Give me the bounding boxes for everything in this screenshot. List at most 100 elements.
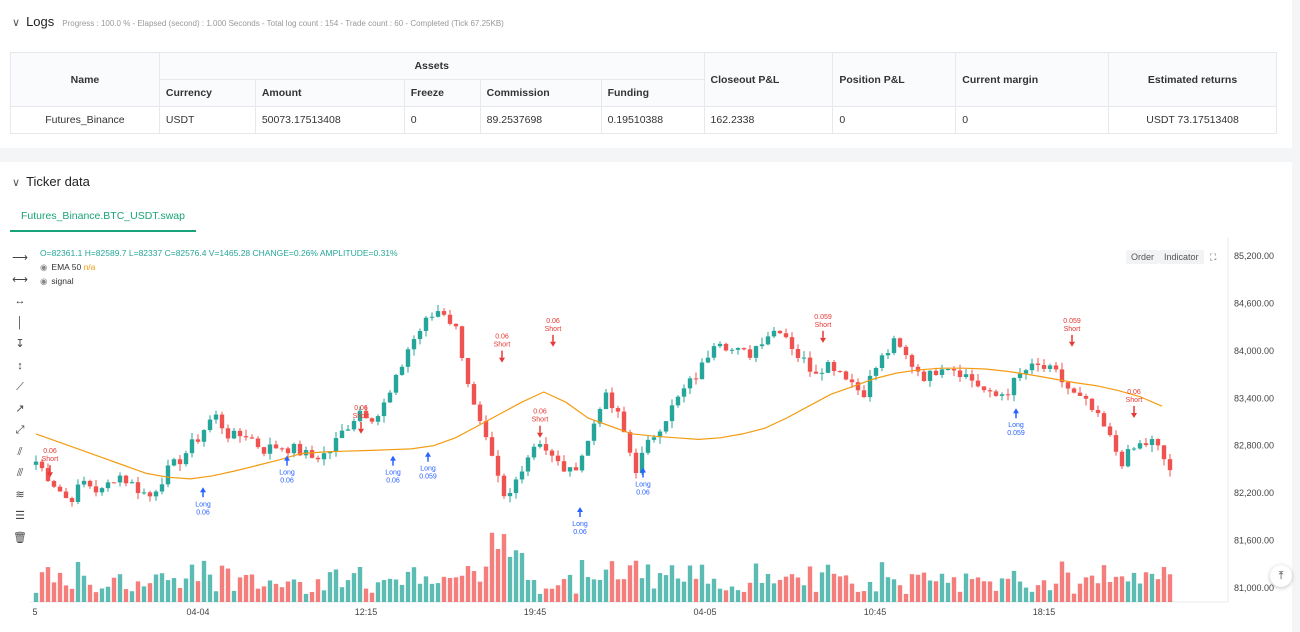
- candle-body: [207, 419, 213, 431]
- volume-bar: [33, 592, 39, 602]
- ohlc-legend: O=82361.1 H=82589.7 L=82337 C=82576.4 V=…: [40, 248, 398, 258]
- tab-btc-usdt-swap[interactable]: Futures_Binance.BTC_USDT.swap: [10, 202, 196, 232]
- cell-commission: 89.2537698: [479, 106, 602, 134]
- volume-bar: [687, 565, 693, 602]
- volume-bar: [1119, 576, 1125, 602]
- parallel-channel-icon[interactable]: ⫽: [17, 445, 23, 458]
- arrow-down-icon: [1131, 412, 1137, 418]
- marker-type: Long: [572, 521, 588, 528]
- candle-body: [975, 380, 981, 387]
- cell-currency: USDT: [158, 106, 256, 134]
- volume-bar: [921, 572, 927, 602]
- candle-body: [639, 452, 645, 473]
- eye-icon[interactable]: ◉: [40, 262, 48, 272]
- volume-bar: [147, 583, 153, 602]
- volume-bar: [705, 583, 711, 602]
- volume-bar: [1161, 567, 1167, 602]
- order-button[interactable]: Order: [1126, 250, 1160, 264]
- volume-bar: [861, 591, 867, 602]
- expand-icon[interactable]: ⛶: [1210, 252, 1217, 262]
- volume-bar: [1047, 590, 1053, 602]
- volume-bar: [723, 590, 729, 602]
- ruler-icon[interactable]: ☰: [15, 510, 25, 522]
- chevron-down-icon[interactable]: ∨: [12, 177, 21, 189]
- extended-line-icon[interactable]: ⤢: [15, 424, 25, 436]
- candle-body: [51, 481, 57, 487]
- tab-label: Futures_Binance.BTC_USDT.swap: [21, 210, 185, 222]
- candle-body: [519, 471, 525, 480]
- volume-bar: [1131, 572, 1137, 602]
- horizontal-line-icon[interactable]: ⟷: [12, 273, 28, 286]
- volume-bar: [573, 593, 579, 602]
- candle-body: [255, 438, 261, 448]
- chevron-down-icon[interactable]: ∨: [12, 17, 21, 29]
- candle-body: [99, 488, 105, 493]
- candle-body: [351, 420, 357, 430]
- indicator-button[interactable]: Indicator: [1159, 250, 1204, 264]
- arrow-up-icon: [1013, 408, 1019, 414]
- vertical-ray-icon[interactable]: ↧: [15, 338, 25, 350]
- volume-bar: [57, 572, 63, 602]
- candle-body: [123, 475, 129, 484]
- trend-line-icon[interactable]: ⟋: [16, 381, 24, 393]
- fib-lines-icon[interactable]: ≋: [15, 488, 25, 501]
- volume-bar: [669, 565, 675, 602]
- volume-bar: [711, 578, 717, 602]
- vertical-segment-icon[interactable]: ↕: [17, 359, 23, 372]
- candle-body: [759, 344, 765, 347]
- volume-bar: [303, 593, 309, 602]
- trash-icon[interactable]: 🗑: [13, 531, 27, 544]
- volume-bar: [345, 580, 351, 602]
- signal-legend[interactable]: ◉ signal: [40, 276, 74, 287]
- arrow-up-icon[interactable]: ⤒: [1270, 565, 1292, 587]
- candle-body: [549, 450, 555, 456]
- volume-bar: [609, 561, 615, 602]
- price-chart[interactable]: 85,200.00 84,600.00 84,000.00 83,400.00 82,8…: [0, 162, 1292, 632]
- volume-bar: [987, 581, 993, 602]
- marker-type: Short: [353, 413, 370, 420]
- candle-body: [957, 370, 963, 378]
- eye-icon[interactable]: ◉: [40, 276, 48, 286]
- marker-type: Long: [1008, 422, 1024, 429]
- volume-bar: [399, 584, 405, 602]
- horizontal-segment-icon[interactable]: ↔: [14, 295, 26, 307]
- ray-line-icon[interactable]: ↗: [15, 402, 25, 415]
- volume-bar: [1029, 591, 1035, 602]
- volume-bar: [681, 581, 687, 602]
- marker-qty: 0.06: [1127, 389, 1141, 396]
- candle-body: [669, 405, 675, 422]
- marker-qty: 0.059: [1007, 430, 1025, 437]
- candle-body: [693, 378, 699, 380]
- volume-bar: [549, 588, 555, 602]
- marker-qty: 0.06: [495, 334, 509, 341]
- ema-legend[interactable]: ◉ EMA 50 n/a: [40, 262, 95, 273]
- volume-bar: [1077, 583, 1083, 602]
- volume-bar: [1107, 582, 1113, 602]
- marker-type: Short: [1126, 397, 1143, 404]
- horizontal-ray-icon[interactable]: ⟶: [12, 252, 28, 264]
- price-channel-icon[interactable]: ⫻: [16, 467, 24, 479]
- vertical-line-icon[interactable]: │: [16, 316, 24, 329]
- marker-qty: 0.06: [546, 318, 560, 325]
- logs-header[interactable]: ∨ Logs Progress : 100.0 % - Elapsed (sec…: [12, 14, 504, 29]
- volume-bar: [783, 576, 789, 602]
- volume-bar: [411, 567, 417, 602]
- volume-bar: [849, 583, 855, 602]
- candle-body: [1137, 443, 1143, 449]
- ticker-header[interactable]: ∨ Ticker data: [12, 174, 90, 189]
